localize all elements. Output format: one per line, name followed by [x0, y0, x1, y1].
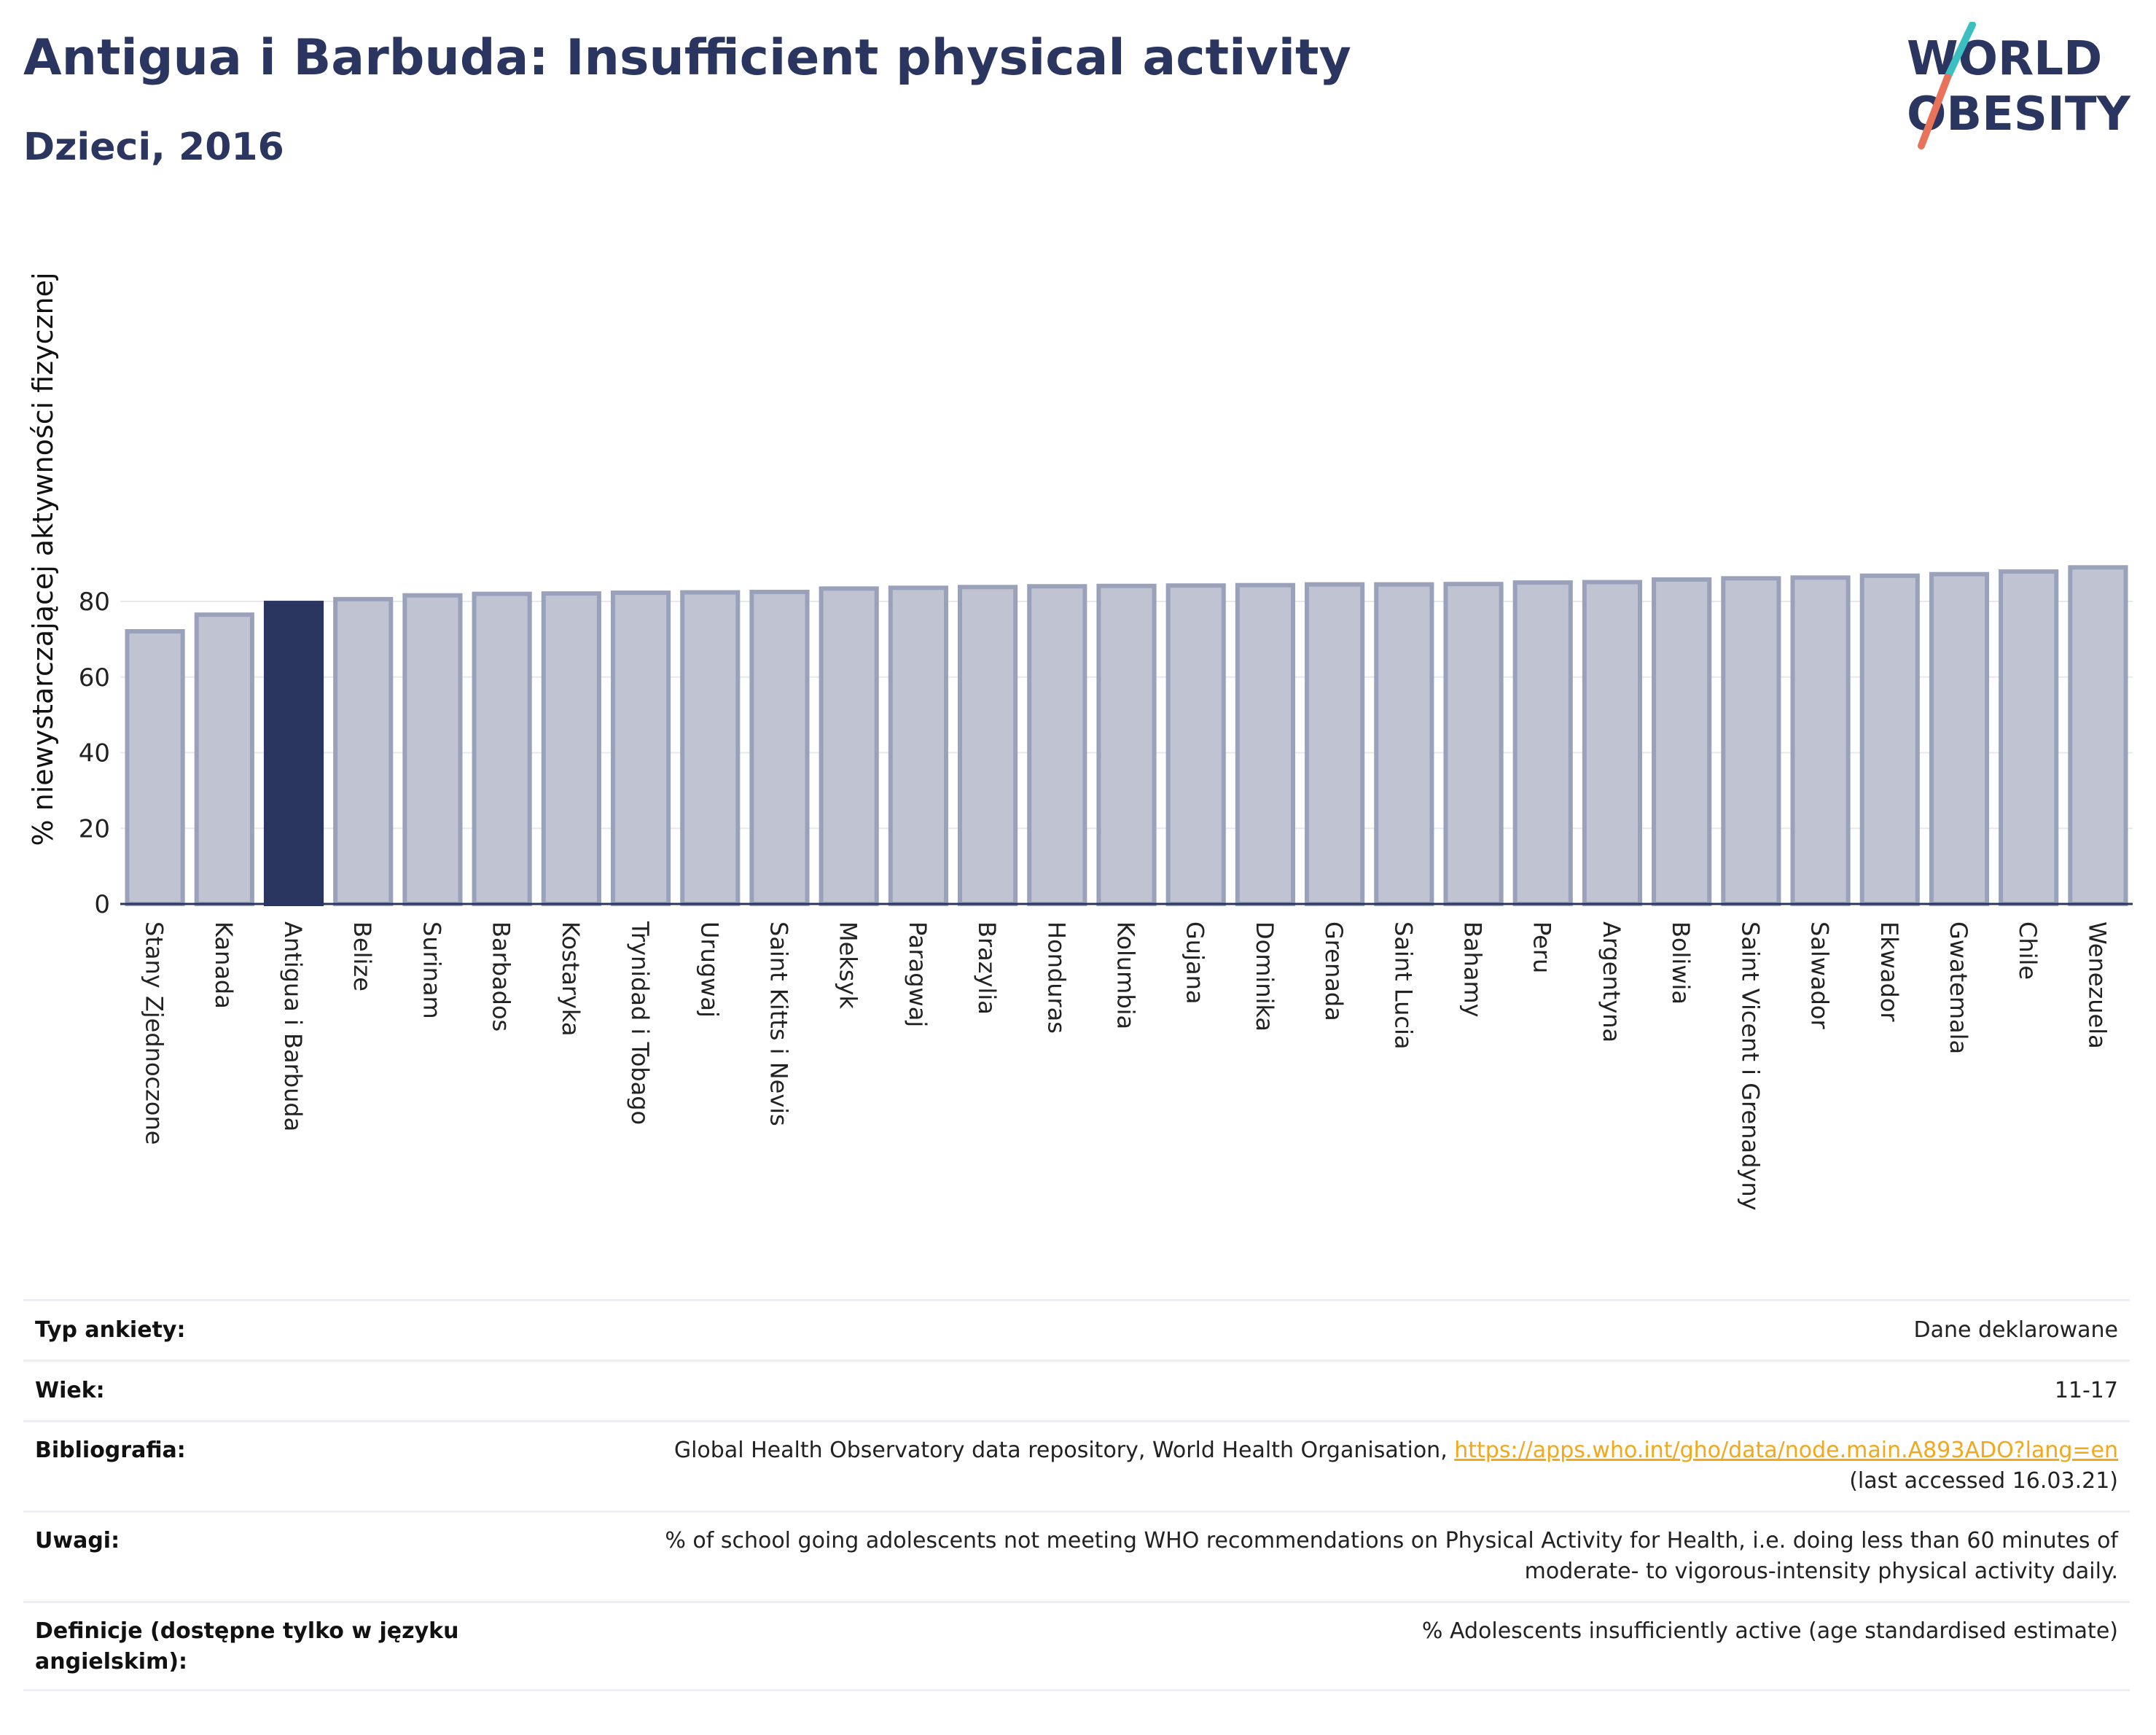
info-row-definitions: Definicje (dostępne tylko w języku angie…: [23, 1601, 2130, 1691]
bar-kolumbia: [1096, 583, 1157, 906]
logo-slash-teal: [1944, 22, 1976, 81]
bibliography-value: Global Health Observatory data repositor…: [674, 1435, 2130, 1510]
bar-kanada: [194, 612, 254, 906]
x-tick-label: Kostaryka: [557, 921, 585, 1036]
bar-urugwaj: [680, 590, 741, 906]
x-tick-label: Brazylia: [973, 921, 1001, 1015]
age-label: Wiek:: [35, 1378, 105, 1403]
bar-gujana: [1165, 583, 1226, 907]
bar-bahamy: [1443, 582, 1504, 906]
y-tick-label: 80: [79, 588, 110, 617]
logo-line1: WORLD: [1907, 32, 2102, 86]
bar-antigua-i-barbuda: [263, 601, 324, 906]
info-row-notes: Uwagi: % of school going adolescents not…: [23, 1510, 2130, 1601]
x-tick-label: Chile: [2014, 921, 2042, 980]
age-value: 11-17: [2054, 1378, 2118, 1403]
bibliography-label: Bibliografia:: [35, 1438, 186, 1463]
bibliography-accessed: (last accessed 16.03.21): [1849, 1468, 2118, 1494]
x-tick-label: Dominika: [1251, 921, 1278, 1032]
notes-line2: moderate- to vigorous-intensity physical…: [1524, 1559, 2118, 1584]
x-tick-label: Bahamy: [1459, 921, 1487, 1018]
bar-saint-lucia: [1374, 582, 1434, 906]
x-tick-label: Wenezuela: [2083, 921, 2111, 1049]
x-tick-label: Urugwaj: [695, 921, 723, 1018]
x-tick-label: Peru: [1528, 921, 1556, 973]
bar-barbados: [472, 591, 532, 906]
y-tick-label: 20: [79, 814, 110, 843]
bar-argentyna: [1582, 580, 1643, 906]
x-tick-label: Honduras: [1042, 921, 1070, 1034]
x-tick-label: Meksyk: [835, 921, 862, 1009]
bar-dominika: [1235, 582, 1295, 906]
x-tick-label: Trynidad i Tobago: [626, 921, 654, 1125]
page-title: Antigua i Barbuda: Insufficient physical…: [23, 29, 1351, 87]
x-tick-label: Argentyna: [1598, 921, 1625, 1042]
bar-chile: [1999, 569, 2059, 906]
x-tick-label: Gwatemala: [1945, 921, 1972, 1054]
y-tick-label: 60: [79, 663, 110, 693]
bar-grenada: [1305, 582, 1365, 906]
x-tick-label: Barbados: [488, 921, 515, 1032]
notes-value: % of school going adolescents not meetin…: [665, 1526, 2130, 1601]
bar-ekwador: [1859, 573, 1920, 906]
x-tick-label: Stany Zjednoczone: [141, 921, 168, 1145]
bar-meksyk: [819, 586, 879, 906]
survey-type-label: Typ ankiety:: [35, 1317, 186, 1343]
x-tick-label: Saint Lucia: [1389, 921, 1417, 1049]
bar-honduras: [1027, 584, 1087, 906]
bar-kostaryka: [541, 591, 601, 906]
logo-slash-red: [1918, 74, 1951, 149]
bar-boliwia: [1652, 577, 1712, 906]
bar-belize: [333, 596, 394, 906]
bar-gwatemala: [1929, 572, 1990, 907]
y-tick-label: 40: [79, 739, 110, 768]
bar-salwador: [1790, 575, 1851, 906]
bar-saint-vicent-i-grenadyny: [1721, 576, 1781, 906]
definitions-value: % Adolescents insufficiently active (age…: [1421, 1618, 2118, 1644]
notes-label: Uwagi:: [35, 1528, 120, 1553]
bar-saint-kitts-i-nevis: [749, 590, 810, 906]
world-obesity-logo: WORLD OBESITY: [1907, 22, 2130, 149]
info-row-age: Wiek: 11-17: [23, 1360, 2130, 1420]
x-tick-label: Grenada: [1320, 921, 1348, 1021]
y-tick-label: 0: [94, 890, 110, 919]
bar-stany-zjednoczone: [125, 628, 185, 906]
bar-paragwaj: [888, 585, 948, 906]
bar-chart: 0 20 40 60 80 Stany Zjednoczone Kanada Antigua…: [27, 272, 2133, 1211]
bar-wenezuela: [2068, 565, 2128, 906]
x-tick-label: Boliwia: [1667, 921, 1695, 1005]
bar-surinam: [402, 593, 463, 906]
definitions-label-line2: angielskim):: [35, 1649, 188, 1674]
x-tick-label: Gujana: [1181, 921, 1209, 1004]
info-table: Typ ankiety: Dane deklarowane Wiek: 11-1…: [23, 1299, 2130, 1691]
x-tick-label: Antigua i Barbuda: [279, 921, 307, 1131]
x-tick-label: Saint Kitts i Nevis: [765, 921, 792, 1126]
survey-type-value: Dane deklarowane: [1913, 1317, 2118, 1343]
bar-trynidad-i-tobago: [610, 590, 671, 906]
bar-brazylia: [958, 585, 1018, 906]
page-subtitle: Dzieci, 2016: [23, 125, 284, 169]
info-row-bibliography: Bibliografia: Global Health Observatory …: [23, 1420, 2130, 1510]
chart-bars: [125, 565, 2128, 907]
x-tick-label: Surinam: [418, 921, 445, 1019]
x-tick-label: Kanada: [210, 921, 238, 1009]
bar-peru: [1512, 580, 1573, 906]
y-axis-title: % niewystarczającej aktywności fizycznej: [27, 272, 59, 846]
x-tick-label: Belize: [348, 921, 376, 991]
info-row-survey-type: Typ ankiety: Dane deklarowane: [23, 1299, 2130, 1360]
definitions-label-line1: Definicje (dostępne tylko w języku: [35, 1618, 459, 1644]
x-tick-label: Salwador: [1806, 921, 1834, 1029]
x-tick-label: Paragwaj: [904, 921, 931, 1027]
x-tick-label: Saint Vicent i Grenadyny: [1736, 921, 1764, 1211]
y-axis-ticks: 0 20 40 60 80: [79, 588, 110, 919]
x-tick-label: Kolumbia: [1112, 921, 1140, 1029]
bibliography-text: Global Health Observatory data repositor…: [673, 1438, 1455, 1463]
definitions-label: Definicje (dostępne tylko w języku angie…: [23, 1616, 501, 1689]
bibliography-link[interactable]: https://apps.who.int/gho/data/node.main.…: [1454, 1438, 2118, 1463]
x-tick-label: Ekwador: [1875, 921, 1903, 1022]
x-axis-labels: Stany Zjednoczone Kanada Antigua i Barbuda…: [141, 921, 2112, 1211]
notes-line1: % of school going adolescents not meetin…: [665, 1528, 2118, 1553]
